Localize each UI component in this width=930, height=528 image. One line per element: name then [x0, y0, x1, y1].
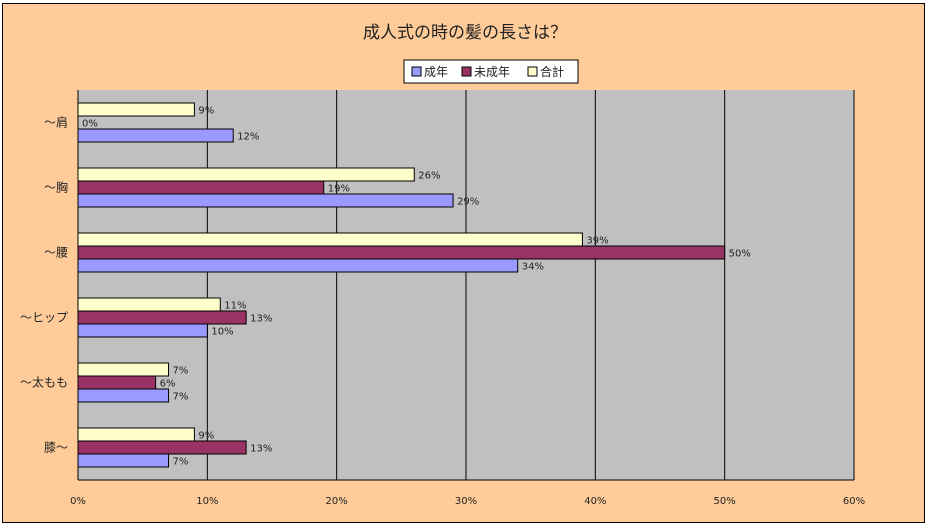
bar: [77, 245, 726, 260]
data-label: 9%: [198, 431, 214, 442]
category-label: 膝～: [44, 441, 68, 455]
x-tick-label: 40%: [584, 496, 606, 507]
data-label: 12%: [237, 132, 259, 143]
bar: [77, 310, 247, 325]
bar: [77, 440, 247, 455]
data-label: 7%: [173, 366, 189, 377]
data-label: 13%: [250, 444, 272, 455]
gridlines: [77, 90, 855, 481]
chart-frame: [2, 3, 925, 523]
bars: [77, 102, 726, 468]
bar: [77, 102, 195, 117]
data-label: 11%: [224, 301, 246, 312]
legend-swatch-0: [411, 66, 422, 77]
chart-title: 成人式の時の髪の長さは？: [363, 23, 567, 43]
data-label: 19%: [328, 184, 350, 195]
data-label: 9%: [198, 106, 214, 117]
x-tick-label: 10%: [196, 496, 218, 507]
legend: 成年 未成年 合計: [403, 59, 579, 84]
x-tick-label: 60%: [843, 496, 865, 507]
legend-box: [403, 59, 579, 84]
category-label: ～腰: [44, 246, 68, 260]
bar: [77, 427, 195, 442]
x-tick-label: 0%: [70, 496, 86, 507]
data-labels: 9% 0% 12% 26% 19% 29% 39% 50% 34% 11% 13% 10% 7% 6% 7%…: [82, 106, 751, 468]
bar: [77, 193, 454, 208]
data-label: 50%: [729, 249, 751, 260]
bar: [77, 167, 415, 182]
legend-label-0: 成年: [424, 65, 448, 79]
bar: [77, 453, 170, 468]
data-label: 13%: [250, 314, 272, 325]
bar: [77, 258, 519, 273]
data-label: 34%: [522, 262, 544, 273]
x-tick-labels: 0% 10% 20% 30% 40% 50% 60%: [70, 496, 865, 507]
bar: [77, 362, 170, 377]
bar: [77, 232, 583, 247]
bar: [77, 180, 325, 195]
legend-label-2: 合計: [540, 64, 564, 79]
x-tick-label: 30%: [455, 496, 477, 507]
category-label: ～ヒップ: [20, 311, 68, 325]
data-label: 10%: [211, 327, 233, 338]
bar: [77, 375, 157, 390]
x-tick-label: 50%: [714, 496, 736, 507]
data-label: 0%: [82, 119, 98, 130]
legend-label-1: 未成年: [474, 65, 510, 79]
category-label: ～胸: [44, 180, 68, 195]
legend-swatch-1: [461, 66, 472, 77]
bar: [77, 388, 170, 403]
bar: [77, 297, 221, 312]
x-tick-label: 20%: [326, 496, 348, 507]
legend-swatch-2: [527, 66, 538, 77]
category-label: ～肩: [44, 115, 68, 130]
data-label: 7%: [173, 457, 189, 468]
bar: [77, 128, 234, 143]
data-label: 7%: [173, 392, 189, 403]
data-label: 6%: [160, 379, 176, 390]
data-label: 39%: [586, 236, 608, 247]
bar: [77, 323, 208, 338]
data-label: 26%: [418, 171, 440, 182]
data-label: 29%: [457, 197, 479, 208]
category-label: ～太もも: [20, 375, 68, 390]
